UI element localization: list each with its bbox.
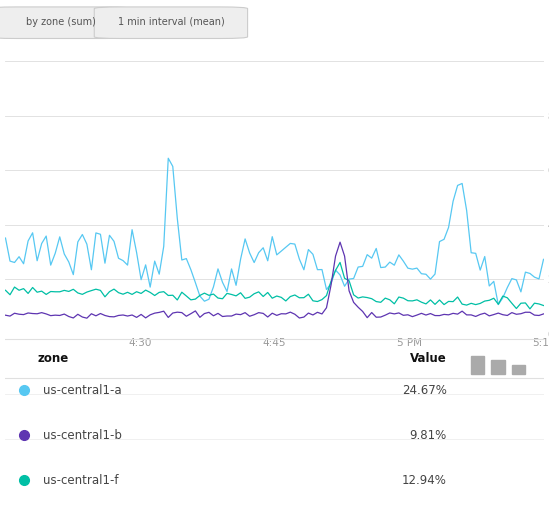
Bar: [512, 365, 525, 374]
Text: Value: Value: [410, 352, 447, 365]
Text: us-central1-f: us-central1-f: [43, 473, 119, 487]
Text: us-central1-a: us-central1-a: [43, 384, 122, 397]
Text: 24.67%: 24.67%: [402, 384, 447, 397]
FancyBboxPatch shape: [94, 7, 248, 39]
Bar: [491, 360, 505, 374]
Text: us-central1-b: us-central1-b: [43, 429, 122, 442]
FancyBboxPatch shape: [0, 7, 132, 39]
Text: by zone (sum): by zone (sum): [26, 17, 96, 27]
Text: 12.94%: 12.94%: [402, 473, 447, 487]
Text: 9.81%: 9.81%: [410, 429, 447, 442]
Text: zone: zone: [38, 352, 69, 365]
Text: 1 min interval (mean): 1 min interval (mean): [117, 17, 225, 27]
Bar: [471, 355, 484, 374]
